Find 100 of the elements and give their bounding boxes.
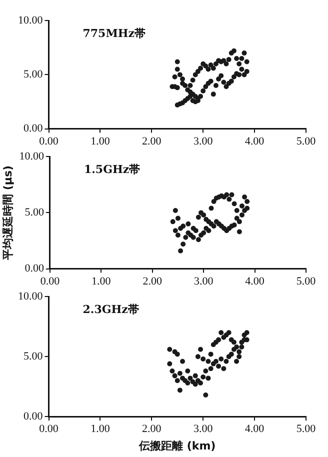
- point: [203, 368, 208, 374]
- point: [216, 364, 222, 369]
- point: [206, 228, 212, 234]
- point: [185, 368, 190, 374]
- point: [177, 388, 182, 393]
- point: [236, 354, 242, 360]
- point: [234, 216, 240, 221]
- point: [236, 219, 242, 224]
- point: [239, 344, 244, 350]
- point: [167, 361, 172, 366]
- y-tick-label: 10.00: [19, 150, 44, 162]
- point: [226, 196, 232, 202]
- point: [175, 232, 180, 238]
- point: [213, 358, 218, 364]
- point: [224, 358, 229, 364]
- y-tick-label: 5.00: [24, 206, 44, 219]
- point: [174, 352, 180, 357]
- x-tick-label: 2.00: [142, 135, 162, 148]
- point: [211, 224, 216, 229]
- point: [239, 203, 244, 208]
- point: [226, 330, 232, 336]
- point: [244, 330, 250, 336]
- point: [216, 337, 222, 342]
- annotation: 775MHz帯: [82, 26, 146, 40]
- point: [188, 376, 193, 381]
- point: [172, 373, 178, 378]
- y-tick-label: 0.00: [24, 262, 44, 275]
- point: [244, 198, 250, 204]
- point: [229, 192, 234, 198]
- x-tick-label: 3.00: [193, 423, 214, 436]
- point: [201, 212, 206, 218]
- x-axis-title: 伝搬距離 (km): [138, 439, 216, 452]
- point: [236, 229, 242, 234]
- x-tick-label: 0.00: [39, 135, 59, 148]
- point: [218, 356, 224, 362]
- point: [190, 234, 196, 240]
- x-tick-label: 2.00: [142, 423, 162, 436]
- y-tick-label: 5.00: [24, 68, 44, 81]
- point: [185, 380, 190, 386]
- point: [186, 221, 191, 226]
- point: [206, 358, 211, 364]
- point: [180, 242, 186, 247]
- x-tick-label: 3.00: [193, 135, 214, 148]
- point: [192, 373, 198, 378]
- x-tick-label: 3.00: [194, 275, 214, 288]
- point: [175, 216, 180, 221]
- annotation: 1.5GHz帯: [84, 162, 140, 176]
- point: [167, 346, 172, 352]
- point: [174, 378, 180, 384]
- point: [200, 374, 206, 380]
- x-tick-label: 5.00: [296, 423, 316, 436]
- x-tick-label: 1.00: [92, 275, 112, 288]
- y-tick-label: 5.00: [24, 350, 44, 362]
- point: [242, 194, 248, 200]
- point: [198, 346, 204, 352]
- point: [203, 392, 208, 398]
- point: [170, 368, 175, 374]
- point: [224, 192, 230, 198]
- point: [232, 201, 237, 206]
- x-tick-label: 2.00: [142, 275, 162, 288]
- point: [201, 230, 206, 236]
- point: [200, 356, 206, 362]
- point: [177, 370, 182, 376]
- point: [234, 358, 240, 364]
- y-tick-label: 10.00: [18, 14, 44, 26]
- x-tick-label: 1.00: [90, 135, 110, 148]
- y-axis-title: 平均遅延時間 (μs): [1, 165, 14, 261]
- x-tick-label: 1.00: [90, 423, 110, 436]
- point: [234, 208, 240, 213]
- point: [196, 237, 201, 242]
- point: [192, 382, 198, 387]
- x-tick-label: 5.00: [296, 135, 316, 148]
- x-tick-label: 4.00: [244, 423, 265, 436]
- annotation: 2.3GHz帯: [82, 302, 139, 316]
- point: [178, 248, 184, 254]
- point: [180, 224, 186, 229]
- point: [196, 214, 201, 220]
- point: [221, 366, 226, 372]
- point: [195, 354, 200, 360]
- x-tick-label: 4.00: [244, 135, 265, 148]
- x-tick-label: 0.00: [39, 423, 59, 436]
- y-tick-label: 0.00: [24, 410, 44, 422]
- point: [208, 352, 214, 357]
- point: [208, 366, 214, 372]
- point: [236, 349, 242, 354]
- point: [193, 228, 198, 234]
- point: [218, 330, 224, 336]
- point: [172, 208, 178, 213]
- point: [208, 206, 214, 211]
- x-tick-label: 0.00: [40, 275, 60, 288]
- point: [232, 222, 237, 228]
- x-tick-label: 4.00: [245, 275, 265, 288]
- y-tick-label: 10.00: [18, 290, 44, 302]
- x-tick-label: 5.00: [296, 275, 316, 288]
- point: [239, 212, 244, 218]
- point: [172, 228, 178, 234]
- point: [231, 340, 236, 345]
- y-tick-label: 0.00: [24, 122, 44, 135]
- point: [228, 352, 234, 357]
- point: [206, 376, 211, 381]
